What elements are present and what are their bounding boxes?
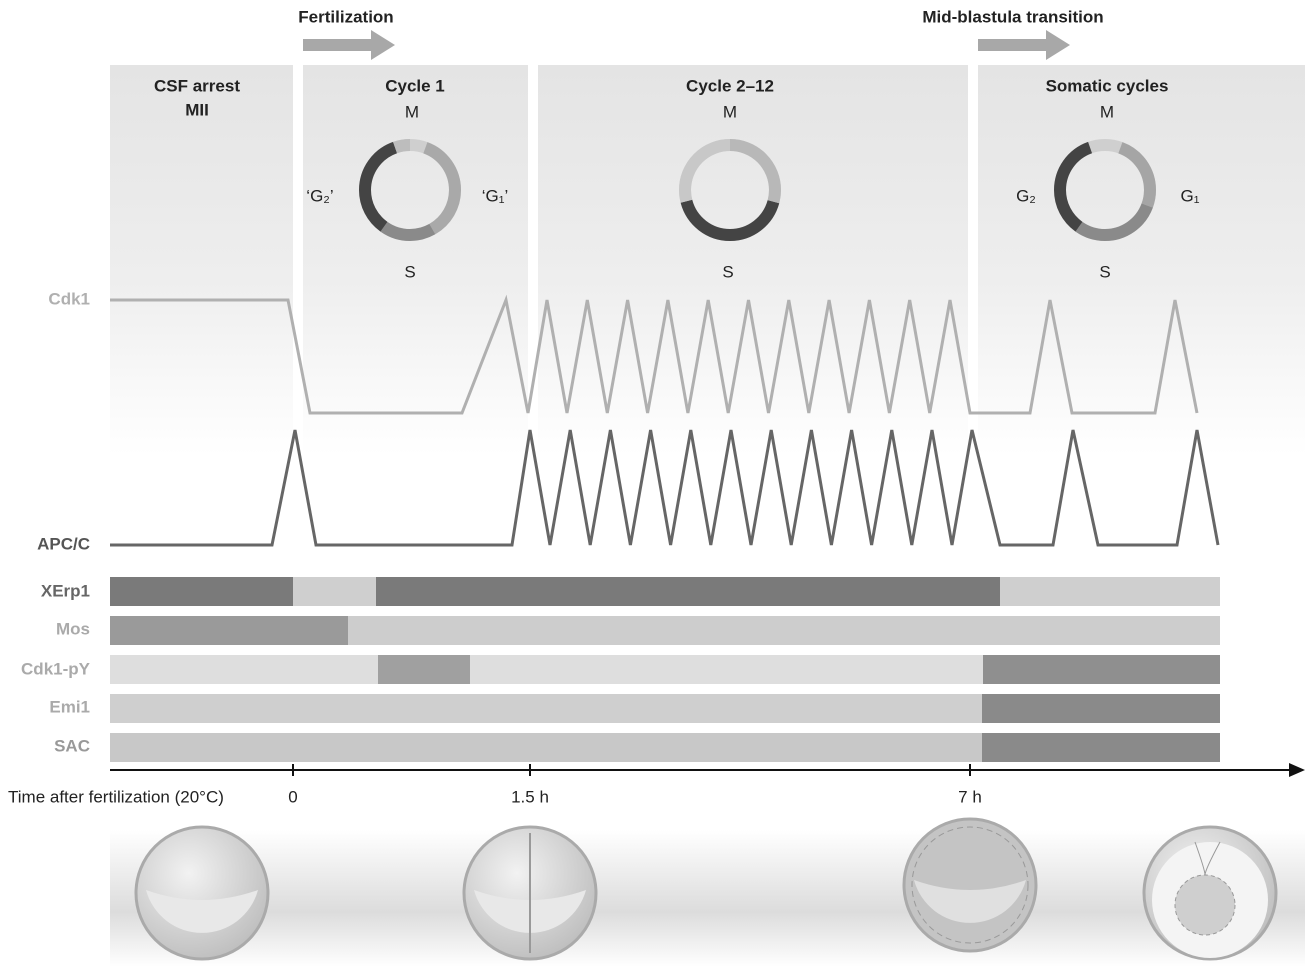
- cycle-label: G₁: [1181, 186, 1200, 205]
- cycle-arc: [359, 139, 461, 241]
- mbt-label: Mid-blastula transition: [922, 7, 1103, 26]
- bar-segment: [1000, 577, 1220, 606]
- tick-label: 0: [288, 787, 297, 806]
- cycle-diagrams: M ‘G₂’ ‘G₁’ S M S M G₂ G₁ S: [306, 102, 1199, 281]
- cycle-arc: [679, 139, 781, 241]
- cycle-label: M: [405, 102, 419, 121]
- traces: [110, 294, 1220, 547]
- cycle-arc: [1054, 139, 1156, 241]
- cycle-label: ‘G₂’: [306, 186, 333, 205]
- row-labels: XErp1 Mos Cdk1-pY Emi1 SAC: [21, 581, 91, 755]
- embryo: [902, 817, 1038, 953]
- bar-segment: [110, 616, 348, 645]
- bar-segment: [110, 733, 982, 762]
- panel: [110, 65, 293, 455]
- phase-subtitle: MII: [185, 100, 209, 119]
- cycle-label: S: [1099, 262, 1110, 281]
- cycle-arc: [1054, 139, 1156, 241]
- fertilization-label: Fertilization: [298, 7, 393, 26]
- arrow: [303, 30, 395, 60]
- row-label: Emi1: [49, 697, 90, 716]
- bar-segment: [110, 694, 982, 723]
- cycle-label: M: [723, 102, 737, 121]
- panel: [978, 65, 1305, 455]
- axis-label: Time after fertilization (20°C): [8, 787, 224, 806]
- trace-label: APC/C: [37, 534, 90, 553]
- cdk1-trace: [110, 294, 1199, 415]
- phase-panels: [110, 65, 1305, 455]
- row-label: Cdk1-pY: [21, 659, 91, 678]
- time-axis: Time after fertilization (20°C) 0 1.5 h …: [8, 763, 1305, 806]
- axis-arrow: [1289, 763, 1305, 777]
- embryos: [110, 817, 1305, 967]
- cycle-label: M: [1100, 102, 1114, 121]
- trace-label: Cdk1: [48, 289, 90, 308]
- embryo: [462, 825, 598, 961]
- bar-segment: [348, 616, 1220, 645]
- embryo: [1142, 825, 1278, 961]
- bar-segment: [982, 694, 1220, 723]
- cycle-label: ‘G₁’: [482, 186, 509, 205]
- cycle-label: S: [722, 262, 733, 281]
- cycle-arc: [359, 139, 461, 241]
- arrow: [978, 30, 1070, 60]
- cycle-label: S: [404, 262, 415, 281]
- cycle-arc: [1054, 139, 1156, 241]
- embryo-band: [110, 830, 1305, 967]
- bar-segment: [110, 655, 378, 684]
- bar-segment: [293, 577, 376, 606]
- cycle-label: G₂: [1016, 186, 1036, 205]
- bar-segment: [982, 733, 1220, 762]
- status-bars: [110, 577, 1220, 762]
- panel: [538, 65, 968, 455]
- cycle-arc: [359, 139, 461, 241]
- header-arrows: Fertilization Mid-blastula transition: [298, 7, 1104, 60]
- apcc-trace: [110, 429, 1220, 547]
- panel: [303, 65, 528, 455]
- embryo: [134, 825, 270, 961]
- phase-title: CSF arrest: [154, 76, 240, 95]
- phase-title: Cycle 2–12: [686, 76, 774, 95]
- cycle-arc: [679, 139, 781, 241]
- row-label: XErp1: [41, 581, 90, 600]
- bar-segment: [110, 577, 293, 606]
- bar-segment: [376, 577, 1000, 606]
- tick-label: 7 h: [958, 787, 982, 806]
- cycle-arc: [359, 139, 461, 241]
- phase-title: Cycle 1: [385, 76, 445, 95]
- bar-segment: [983, 655, 1220, 684]
- row-label: SAC: [54, 736, 90, 755]
- trace-labels: Cdk1 APC/C: [37, 289, 90, 553]
- phase-title: Somatic cycles: [1046, 76, 1169, 95]
- bar-segment: [470, 655, 983, 684]
- tick-label: 1.5 h: [511, 787, 549, 806]
- bar-segment: [378, 655, 470, 684]
- phase-titles: CSF arrest MII Cycle 1 Cycle 2–12 Somati…: [154, 76, 1168, 119]
- row-label: Mos: [56, 619, 90, 638]
